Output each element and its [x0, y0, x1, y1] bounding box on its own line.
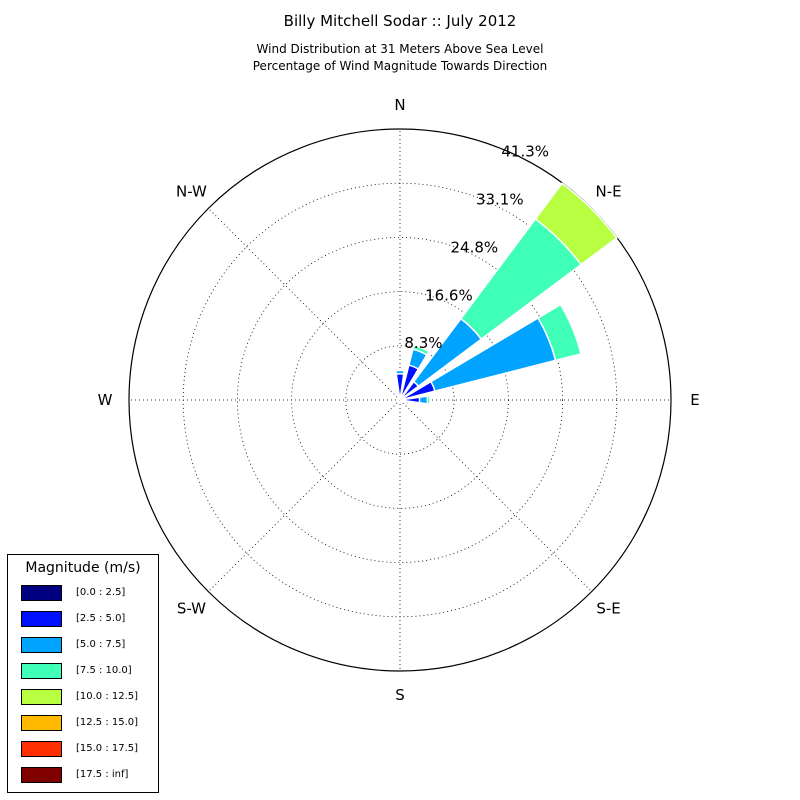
- axis-labels: N N-E E S-E S S-W W N-W 8.3% 16.6% 24.8% 33.1% 41.3%: [98, 96, 700, 704]
- direction-label: S-E: [596, 600, 620, 618]
- radial-tick-label: 33.1%: [476, 191, 524, 209]
- wind-bar-segment: [404, 400, 410, 406]
- legend-entries: [0.0 : 2.5] [2.5 : 5.0] [5.0 : 7.5] [7.5 : …: [8, 585, 158, 793]
- grid-circle: [236, 236, 564, 564]
- radial-tick-label: 41.3%: [501, 143, 549, 161]
- wind-bar-segment: [394, 390, 400, 396]
- wind-bar-segment: [426, 394, 431, 406]
- direction-label: N-W: [176, 182, 207, 200]
- grid-spoke: [399, 399, 592, 592]
- legend-entry: [10.0 : 12.5]: [8, 689, 158, 715]
- wind-bar-segment: [537, 303, 582, 362]
- legend-title: Magnitude (m/s): [25, 560, 141, 576]
- grid-spoke: [208, 399, 401, 592]
- grid-spoke: [208, 208, 401, 401]
- legend-label: [17.5 : inf]: [76, 769, 129, 780]
- outer-circle: [128, 128, 672, 672]
- direction-label: E: [690, 391, 699, 409]
- direction-label: W: [98, 391, 113, 409]
- direction-label: S: [395, 686, 405, 704]
- direction-label: N: [394, 96, 405, 114]
- direction-label: N-E: [596, 182, 622, 200]
- chart-subtitle-1: Wind Distribution at 31 Meters Above Sea…: [256, 42, 544, 56]
- direction-label: S-W: [177, 600, 206, 618]
- legend-swatch: [21, 637, 62, 653]
- legend-entry: [17.5 : inf]: [8, 767, 158, 793]
- wind-bar-segment: [412, 344, 430, 356]
- wind-bars: [394, 182, 618, 406]
- legend-label: [7.5 : 10.0]: [76, 665, 132, 676]
- radial-tick-label: 24.8%: [451, 238, 499, 256]
- legend-swatch: [21, 585, 62, 601]
- legend-label: [10.0 : 12.5]: [76, 691, 139, 702]
- legend-entry: [7.5 : 10.0]: [8, 663, 158, 689]
- legend-entry: [0.0 : 2.5]: [8, 585, 158, 611]
- legend-swatch: [21, 767, 62, 783]
- legend-swatch: [21, 715, 62, 731]
- grid-circle: [345, 345, 455, 455]
- wind-bar-segment: [418, 395, 429, 405]
- legend-swatch: [21, 689, 62, 705]
- legend-swatch: [21, 663, 62, 679]
- legend-entry: [12.5 : 15.0]: [8, 715, 158, 741]
- legend-entry: [2.5 : 5.0]: [8, 611, 158, 637]
- wind-bar-segment: [399, 399, 404, 404]
- legend-swatch: [21, 611, 62, 627]
- legend-entry: [5.0 : 7.5]: [8, 637, 158, 663]
- legend-label: [0.0 : 2.5]: [76, 587, 126, 598]
- wind-bar-segment: [394, 369, 406, 375]
- legend-label: [5.0 : 7.5]: [76, 639, 126, 650]
- legend-entry: [15.0 : 17.5]: [8, 741, 158, 767]
- legend-label: [15.0 : 17.5]: [76, 743, 139, 754]
- legend-label: [12.5 : 15.0]: [76, 717, 139, 728]
- wind-bar-segment: [534, 182, 618, 266]
- legend: Magnitude (m/s) [0.0 : 2.5] [2.5 : 5.0] [5…: [7, 554, 159, 793]
- legend-swatch: [21, 741, 62, 757]
- chart-subtitle-2: Percentage of Wind Magnitude Towards Dir…: [252, 59, 548, 73]
- radial-tick-label: 16.6%: [425, 286, 473, 304]
- radial-tick-label: 8.3%: [404, 334, 442, 352]
- chart-title: Billy Mitchell Sodar :: July 2012: [283, 12, 517, 30]
- legend-label: [2.5 : 5.0]: [76, 613, 126, 624]
- polar-grid: [128, 128, 672, 672]
